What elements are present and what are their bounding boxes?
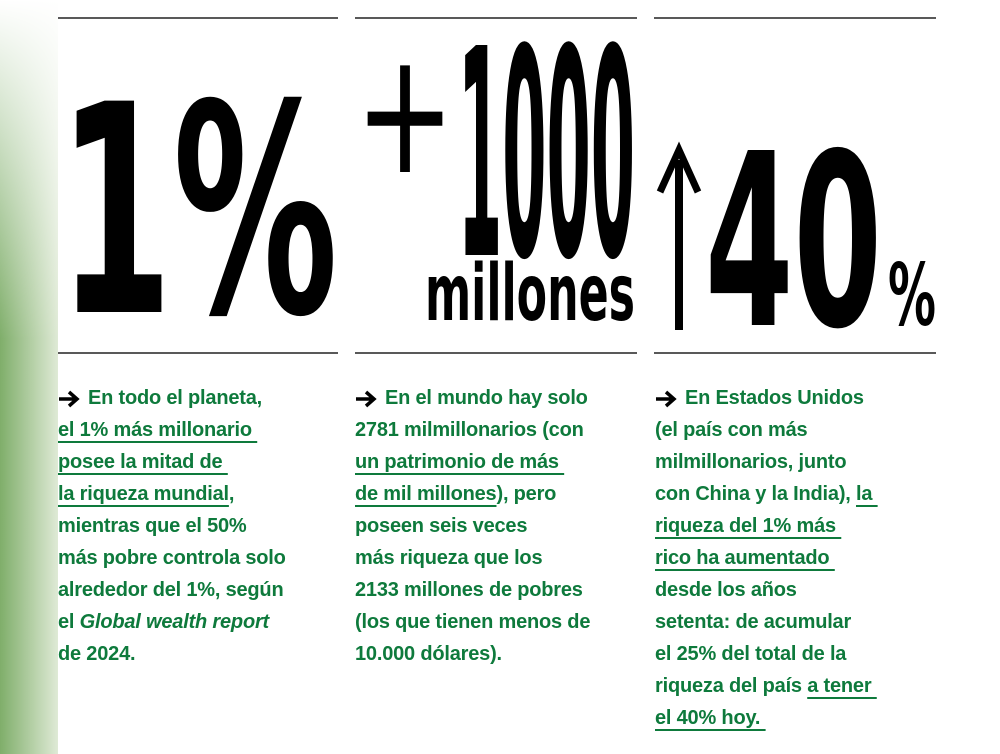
text: 2133 millones de pobres xyxy=(355,579,583,601)
underlined-text: la riqueza mundial xyxy=(58,483,229,505)
stat-unit: millones xyxy=(425,249,635,339)
text-line: 10.000 dólares). xyxy=(355,638,655,670)
text: más pobre controla solo xyxy=(58,547,286,569)
underlined-text: de mil millones xyxy=(355,483,497,505)
text-line: riqueza del 1% más xyxy=(655,510,955,542)
text: el 25% del total de la xyxy=(655,643,847,665)
up-arrow xyxy=(656,141,702,330)
text-line: más pobre controla solo xyxy=(58,542,358,574)
text-line: posee la mitad de xyxy=(58,446,358,478)
text-line: poseen seis veces xyxy=(355,510,655,542)
text: alrededor del 1%, según xyxy=(58,579,284,601)
underlined-text: posee la mitad de xyxy=(58,451,228,473)
underlined-text: a tener xyxy=(807,675,877,697)
text: más riqueza que los xyxy=(355,547,543,569)
bullet-arrow xyxy=(356,390,377,408)
text-line: riqueza del país a tener xyxy=(655,670,955,702)
underlined-text: un patrimonio de más xyxy=(355,451,565,473)
text-line: el 1% más millonario xyxy=(58,414,358,446)
underlined-text: rico ha aumentado xyxy=(655,547,835,569)
text-line: más riqueza que los xyxy=(355,542,655,574)
text-line: el Global wealth report xyxy=(58,606,358,638)
stat-figure: 1000 xyxy=(458,0,635,323)
underlined-text: el 40% hoy. xyxy=(655,707,766,729)
text: desde los años xyxy=(655,579,797,601)
arrow-head xyxy=(656,141,702,194)
text: con China y la India), xyxy=(655,483,856,505)
text-line: de mil millones), pero xyxy=(355,478,655,510)
text-line: de 2024. xyxy=(58,638,358,670)
arrow-shape xyxy=(59,390,80,408)
stat-unit: % xyxy=(888,246,936,346)
text-line: milmillonarios, junto xyxy=(655,446,955,478)
column-text: En el mundo hay solo 2781 milmillonarios … xyxy=(355,382,655,670)
stat-figure: 40 xyxy=(705,102,882,382)
text: En Estados Unidos xyxy=(685,387,864,409)
text: setenta: de acumular xyxy=(655,611,852,633)
arrow-shaft xyxy=(675,160,683,330)
side-band-fade xyxy=(0,0,58,754)
text-line: con China y la India), la xyxy=(655,478,955,510)
underlined-text: riqueza del 1% más xyxy=(655,515,842,537)
text-line: 2781 milmillonarios (con xyxy=(355,414,655,446)
text: (los que tienen menos de xyxy=(355,611,591,633)
text-line: un patrimonio de más xyxy=(355,446,655,478)
text: el xyxy=(58,611,80,633)
text-line: desde los años xyxy=(655,574,955,606)
column-text: En todo el planeta, el 1% más millonario … xyxy=(58,382,358,670)
text-line: alrededor del 1%, según xyxy=(58,574,358,606)
column-text: En Estados Unidos (el país con más milmill… xyxy=(655,382,955,734)
text-line: setenta: de acumular xyxy=(655,606,955,638)
text: riqueza del país xyxy=(655,675,808,697)
text: En el mundo hay solo xyxy=(385,387,588,409)
bullet-arrow xyxy=(656,390,677,408)
italic-text: Global wealth report xyxy=(79,611,270,633)
underlined-text: la xyxy=(856,483,878,505)
text-line: mientras que el 50% xyxy=(58,510,358,542)
stat-figure: 1% xyxy=(58,44,338,381)
text-line: (los que tienen menos de xyxy=(355,606,655,638)
text-line: (el país con más xyxy=(655,414,955,446)
text: ), pero xyxy=(496,483,557,505)
text-line: 2133 millones de pobres xyxy=(355,574,655,606)
text-line: rico ha aumentado xyxy=(655,542,955,574)
text-line: En todo el planeta, xyxy=(58,382,358,414)
text: , xyxy=(228,483,235,505)
text-line: el 40% hoy. xyxy=(655,702,955,734)
text-line: la riqueza mundial, xyxy=(58,478,358,510)
arrow-shape xyxy=(656,390,677,408)
bullet-arrow xyxy=(59,390,80,408)
text: (el país con más xyxy=(655,419,808,441)
text: En todo el planeta, xyxy=(88,387,262,409)
rules xyxy=(58,17,936,354)
text: poseen seis veces xyxy=(355,515,528,537)
underlined-text: el 1% más millonario xyxy=(58,419,258,441)
text: 2781 milmillonarios (con xyxy=(355,419,584,441)
text: mientras que el 50% xyxy=(58,515,247,537)
text-line: el 25% del total de la xyxy=(655,638,955,670)
text-line: En el mundo hay solo xyxy=(355,382,655,414)
arrow-shape xyxy=(356,390,377,408)
text-line: En Estados Unidos xyxy=(655,382,955,414)
text: milmillonarios, junto xyxy=(655,451,847,473)
text: 10.000 dólares). xyxy=(355,643,502,665)
text: de 2024. xyxy=(58,643,136,665)
stat-sign: + xyxy=(355,15,455,213)
